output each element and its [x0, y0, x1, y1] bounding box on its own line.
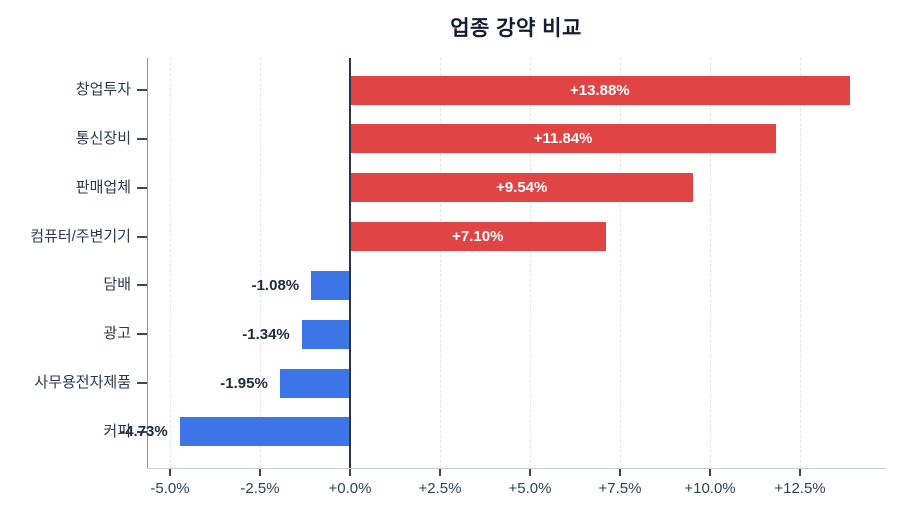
x-tick-label: +5.0%: [508, 480, 552, 497]
x-tick-label: +2.5%: [418, 480, 462, 497]
x-tick-mark: [349, 469, 351, 476]
category-label: 광고: [103, 325, 131, 343]
y-axis: [147, 58, 148, 468]
y-tick-mark: [137, 333, 147, 336]
x-tick-label: -2.5%: [240, 480, 280, 497]
y-tick-mark: [137, 186, 147, 189]
x-axis: [147, 468, 886, 469]
gridline: [259, 58, 261, 468]
y-tick-mark: [137, 137, 147, 140]
bar-value-label: -4.73%: [120, 423, 168, 441]
bar-value-label: -1.08%: [251, 276, 300, 294]
x-tick-label: -5.0%: [150, 480, 190, 497]
y-tick-mark: [137, 284, 147, 287]
x-tick-mark: [799, 469, 801, 476]
category-label: 판매업체: [75, 178, 131, 196]
positive-bar: [350, 75, 850, 105]
x-tick-label: +12.5%: [774, 480, 826, 497]
gridline: [709, 58, 711, 468]
bar-value-label: +9.54%: [496, 179, 548, 197]
x-tick-label: +10.0%: [684, 480, 736, 497]
positive-bar: [350, 124, 777, 154]
x-tick-mark: [709, 469, 711, 476]
gridline: [619, 58, 621, 468]
bar-value-label: +11.84%: [533, 130, 593, 148]
negative-bar: [179, 417, 350, 447]
negative-bar: [279, 368, 350, 398]
y-tick-mark: [137, 235, 147, 238]
category-label: 담배: [103, 276, 131, 294]
gridline: [439, 58, 441, 468]
x-tick-mark: [169, 469, 171, 476]
negative-bar: [311, 270, 350, 300]
gridline: [529, 58, 531, 468]
x-tick-mark: [259, 469, 261, 476]
x-tick-mark: [529, 469, 531, 476]
category-label: 컴퓨터/주변기기: [30, 227, 131, 245]
negative-bar: [301, 319, 350, 349]
bar-value-label: -1.34%: [242, 325, 290, 343]
y-tick-mark: [137, 430, 147, 433]
bar-value-label: +7.10%: [452, 228, 504, 246]
x-tick-mark: [439, 469, 441, 476]
gridline: [169, 58, 171, 468]
category-label: 통신장비: [75, 129, 131, 147]
x-tick-label: +0.0%: [328, 480, 372, 497]
gridline: [799, 58, 801, 468]
positive-bar: [350, 222, 606, 252]
category-label: 사무용전자제품: [34, 374, 131, 392]
y-tick-mark: [137, 89, 147, 91]
category-label: 커피: [103, 422, 131, 440]
x-tick-mark: [619, 469, 621, 476]
y-tick-mark: [137, 382, 147, 385]
x-tick-label: +7.5%: [598, 480, 642, 497]
bar-value-label: -1.95%: [220, 374, 268, 392]
category-label: 창업투자: [75, 81, 131, 98]
bar-value-label: +13.88%: [570, 81, 630, 99]
positive-bar: [350, 173, 694, 203]
chart-title: 업종 강약 비교: [450, 17, 582, 40]
zero-baseline: [349, 58, 351, 468]
